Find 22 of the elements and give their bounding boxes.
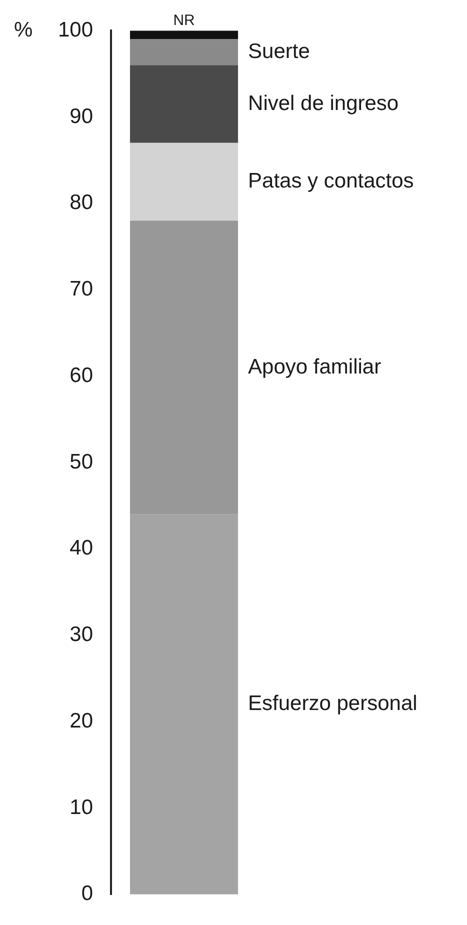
y-tick-label: 0 (81, 882, 94, 906)
y-tick-label: 40 (70, 536, 94, 560)
series-label: Nivel de ingreso (248, 92, 399, 115)
bar (130, 65, 238, 143)
series-label: Patas y contactos (248, 170, 414, 193)
y-tick-label: 80 (70, 191, 94, 214)
y-tick-label: 70 (70, 278, 94, 301)
y-tick-label: 90 (70, 104, 94, 128)
y-tick-label: 10 (70, 796, 94, 819)
series-label: NR (173, 12, 196, 30)
series-label: Esfuerzo personal (248, 692, 418, 716)
y-tick-label: 30 (70, 623, 94, 646)
series-label: Suerte (248, 40, 310, 63)
y-tick-label: 50 (70, 450, 94, 474)
y-tick-label: 60 (70, 364, 94, 387)
y-tick-label: 20 (70, 709, 94, 732)
bar (130, 30, 238, 40)
y-tick-label: 100 (58, 18, 94, 42)
bar (130, 39, 238, 66)
y-axis-title: % (14, 18, 33, 42)
series-label: Apoyo familiar (248, 355, 382, 378)
bar (130, 142, 238, 221)
